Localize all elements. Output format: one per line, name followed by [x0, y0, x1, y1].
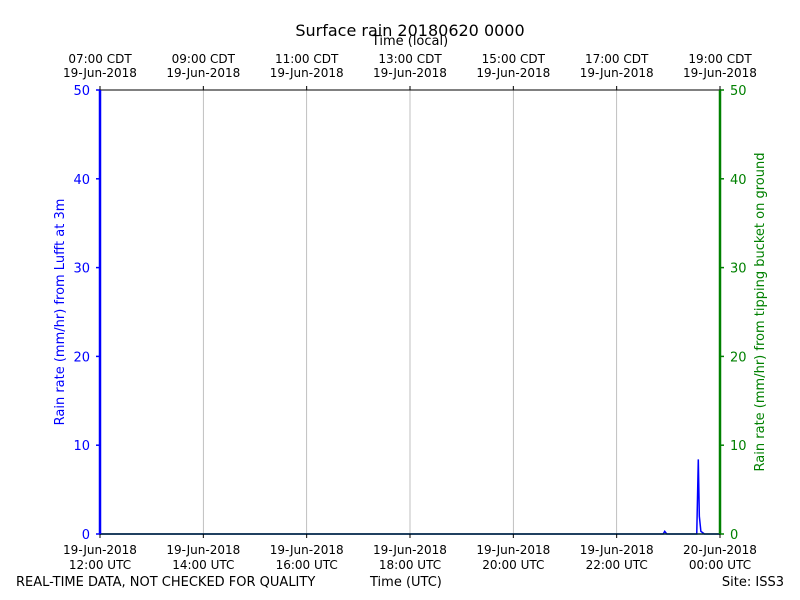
- chart-title: Surface rain 20180620 0000: [295, 21, 525, 40]
- quality-disclaimer: REAL-TIME DATA, NOT CHECKED FOR QUALITY: [16, 575, 316, 590]
- grid-lines: [202, 90, 618, 534]
- y-tick-label-right: 40: [730, 173, 747, 188]
- y-tick-label-left: 20: [73, 350, 90, 365]
- y-tick-label-left: 50: [73, 84, 90, 99]
- x-tick-label-local-time: 17:00 CDT: [585, 52, 649, 66]
- x-tick-label-date: 19-Jun-2018: [373, 543, 447, 557]
- x-tick-label-date: 19-Jun-2018: [580, 543, 654, 557]
- x-tick-label-time: 20:00 UTC: [482, 558, 544, 572]
- x-tick-label-time: 16:00 UTC: [276, 558, 338, 572]
- x-tick-label-local-time: 07:00 CDT: [68, 52, 132, 66]
- y-tick-label-right: 30: [730, 262, 747, 277]
- x-tick-label-local-time: 13:00 CDT: [378, 52, 442, 66]
- x-tick-label-local-date: 19-Jun-2018: [270, 66, 344, 80]
- top-axis-label: Time (local): [371, 34, 449, 49]
- x-tick-label-local-date: 19-Jun-2018: [580, 66, 654, 80]
- x-tick-label-time: 12:00 UTC: [69, 558, 131, 572]
- x-tick-label-local-date: 19-Jun-2018: [683, 66, 757, 80]
- x-tick-label-date: 19-Jun-2018: [166, 543, 240, 557]
- y-tick-label-right: 20: [730, 350, 747, 365]
- x-tick-label-date: 19-Jun-2018: [63, 543, 137, 557]
- y-tick-label-right: 50: [730, 84, 747, 99]
- series-line-left: [100, 459, 720, 535]
- x-tick-label-local-date: 19-Jun-2018: [63, 66, 137, 80]
- x-tick-label-local-time: 19:00 CDT: [688, 52, 752, 66]
- y-axis-label-left: Rain rate (mm/hr) from Lufft at 3m: [53, 199, 68, 426]
- bottom-axis-label: Time (UTC): [370, 575, 442, 590]
- x-tick-label-time: 18:00 UTC: [379, 558, 441, 572]
- y-axis-label-right: Rain rate (mm/hr) from tipping bucket on…: [753, 153, 768, 472]
- y-tick-label-left: 30: [73, 262, 90, 277]
- y-tick-label-right: 10: [730, 439, 747, 454]
- x-tick-label-date: 19-Jun-2018: [476, 543, 550, 557]
- y-tick-label-left: 40: [73, 173, 90, 188]
- x-tick-label-date: 20-Jun-2018: [683, 543, 757, 557]
- x-tick-label-local-time: 09:00 CDT: [172, 52, 236, 66]
- x-tick-label-local-time: 15:00 CDT: [482, 52, 546, 66]
- x-tick-label-local-date: 19-Jun-2018: [373, 66, 447, 80]
- x-tick-label-time: 00:00 UTC: [689, 558, 751, 572]
- y-tick-label-left: 0: [82, 528, 90, 543]
- x-tick-label-date: 19-Jun-2018: [270, 543, 344, 557]
- y-tick-label-right: 0: [730, 528, 738, 543]
- site-label: Site: ISS3: [721, 575, 784, 590]
- y-tick-label-left: 10: [73, 439, 90, 454]
- x-tick-label-time: 22:00 UTC: [586, 558, 648, 572]
- x-tick-label-time: 14:00 UTC: [172, 558, 234, 572]
- x-tick-label-local-date: 19-Jun-2018: [166, 66, 240, 80]
- x-tick-label-local-date: 19-Jun-2018: [476, 66, 550, 80]
- x-tick-label-local-time: 11:00 CDT: [275, 52, 339, 66]
